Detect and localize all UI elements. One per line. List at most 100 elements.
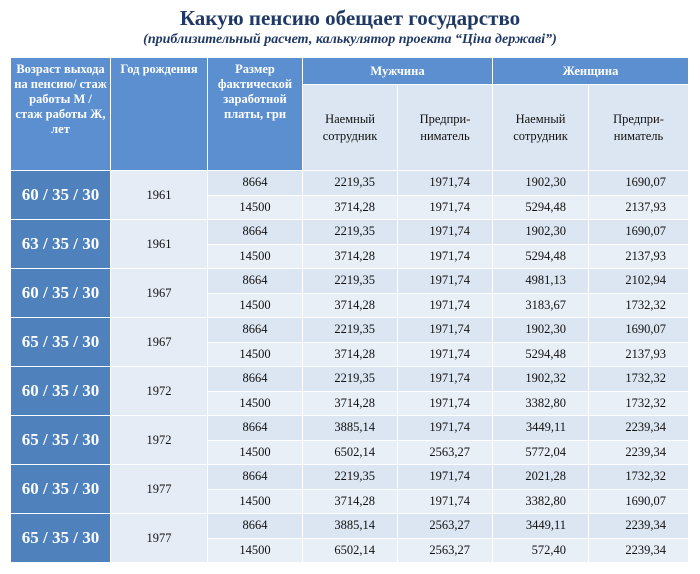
table-row: 65 / 35 / 30 1967 8664 2219,35 1971,74 1902,3… [10, 317, 689, 367]
table-row: 14500 3714,28 1971,74 5294,48 2137,93 [11, 243, 689, 269]
salary-cell: 8664 [207, 170, 303, 196]
value-cell: 1732,32 [588, 366, 689, 392]
value-cell: 2219,35 [302, 464, 398, 490]
salary-cell: 14500 [207, 439, 303, 465]
value-cell: 3714,28 [302, 341, 398, 367]
year-cell: 1967 [110, 268, 208, 318]
age-cell: 60 / 35 / 30 [10, 170, 111, 220]
age-cell: 60 / 35 / 30 [10, 268, 111, 318]
salary-cell: 14500 [207, 390, 303, 416]
salary-cell: 8664 [207, 366, 303, 392]
value-cell: 5772,04 [492, 439, 589, 465]
value-cell: 2239,34 [588, 513, 689, 539]
value-cell: 1732,32 [588, 292, 689, 318]
value-cell: 2137,93 [588, 243, 689, 269]
value-cell: 2563,27 [397, 513, 493, 539]
value-cell: 2239,34 [588, 439, 689, 465]
value-cell: 3714,28 [302, 488, 398, 514]
value-cell: 1732,32 [588, 464, 689, 490]
value-cell: 2219,35 [302, 170, 398, 196]
column-header: Год рождения [110, 57, 208, 171]
value-cell: 2219,35 [302, 317, 398, 343]
value-cell: 1971,74 [397, 292, 493, 318]
value-cell: 2239,34 [588, 415, 689, 441]
year-cell: 1972 [110, 366, 208, 416]
value-cell: 5294,48 [492, 341, 589, 367]
table-row: 14500 3714,28 1971,74 3382,80 1732,32 [11, 390, 689, 416]
value-cell: 1971,74 [397, 219, 493, 245]
value-cell: 3449,11 [492, 415, 589, 441]
salary-cell: 14500 [207, 243, 303, 269]
age-cell: 60 / 35 / 30 [10, 366, 111, 416]
salary-cell: 14500 [207, 341, 303, 367]
value-cell: 3714,28 [302, 194, 398, 220]
age-cell: 63 / 35 / 30 [10, 219, 111, 269]
salary-cell: 8664 [207, 219, 303, 245]
table-row: 14500 3714,28 1971,74 5294,48 2137,93 [11, 341, 689, 367]
table-row: 14500 6502,14 2563,27 5772,04 2239,34 [11, 439, 689, 465]
value-cell: 2219,35 [302, 366, 398, 392]
value-cell: 2137,93 [588, 194, 689, 220]
salary-cell: 14500 [207, 292, 303, 318]
value-cell: 1902,32 [492, 366, 589, 392]
value-cell: 3885,14 [302, 415, 398, 441]
salary-cell: 14500 [207, 194, 303, 220]
value-cell: 1732,32 [588, 390, 689, 416]
salary-cell: 8664 [207, 268, 303, 294]
value-cell: 5294,48 [492, 194, 589, 220]
table-row: 60 / 35 / 30 1972 8664 2219,35 1971,74 1902,3… [10, 366, 689, 416]
table-row: 14500 3714,28 1971,74 3382,80 1690,07 [11, 488, 689, 514]
value-cell: 2219,35 [302, 219, 398, 245]
salary-cell: 8664 [207, 513, 303, 539]
title: Какую пенсию обещает государство [179, 6, 521, 30]
value-cell: 1690,07 [588, 170, 689, 196]
value-cell: 3183,67 [492, 292, 589, 318]
age-cell: 65 / 35 / 30 [10, 513, 111, 563]
table-row: 60 / 35 / 30 1977 8664 2219,35 1971,74 2021,2… [10, 464, 689, 514]
column-header: Размер фактической заработной платы, грн [207, 57, 303, 171]
value-cell: 3714,28 [302, 292, 398, 318]
table-row: 60 / 35 / 30 1967 8664 2219,35 1971,74 4981,1… [10, 268, 689, 318]
value-cell: 3449,11 [492, 513, 589, 539]
column-header: Женщина [492, 57, 689, 85]
value-cell: 3885,14 [302, 513, 398, 539]
salary-cell: 14500 [207, 537, 303, 563]
table-row: 65 / 35 / 30 1972 8664 3885,14 1971,74 3449,1… [10, 415, 689, 465]
column-header: Предпри-ниматель [397, 84, 493, 171]
column-header: Наемный сотрудник [492, 84, 589, 171]
value-cell: 1690,07 [588, 488, 689, 514]
value-cell: 2239,34 [588, 537, 689, 563]
year-cell: 1977 [110, 464, 208, 514]
year-cell: 1961 [110, 219, 208, 269]
value-cell: 1971,74 [397, 488, 493, 514]
value-cell: 1902,30 [492, 170, 589, 196]
value-cell: 3382,80 [492, 390, 589, 416]
table-body: 60 / 35 / 30 1961 8664 2219,35 1971,74 1902,3… [10, 170, 689, 563]
value-cell: 2563,27 [397, 537, 493, 563]
table-row: 60 / 35 / 30 1961 8664 2219,35 1971,74 1902,3… [10, 170, 689, 220]
column-header: Возраст выхода на пенсию/ стаж работы М … [10, 57, 111, 171]
value-cell: 1971,74 [397, 341, 493, 367]
salary-cell: 8664 [207, 415, 303, 441]
age-cell: 65 / 35 / 30 [10, 317, 111, 367]
value-cell: 5294,48 [492, 243, 589, 269]
value-cell: 1902,30 [492, 317, 589, 343]
value-cell: 2563,27 [397, 439, 493, 465]
table-row: 14500 3714,28 1971,74 5294,48 2137,93 [11, 194, 689, 220]
value-cell: 1971,74 [397, 366, 493, 392]
value-cell: 6502,14 [302, 537, 398, 563]
value-cell: 1690,07 [588, 317, 689, 343]
salary-cell: 8664 [207, 317, 303, 343]
value-cell: 1971,74 [397, 415, 493, 441]
value-cell: 2021,28 [492, 464, 589, 490]
table-row: 65 / 35 / 30 1977 8664 3885,14 2563,27 3449,1… [10, 513, 689, 563]
value-cell: 1971,74 [397, 170, 493, 196]
subtitle: (приблизительный расчет, калькулятор про… [143, 32, 557, 47]
value-cell: 2102,94 [588, 268, 689, 294]
value-cell: 2137,93 [588, 341, 689, 367]
year-cell: 1972 [110, 415, 208, 465]
value-cell: 572,40 [492, 537, 589, 563]
salary-cell: 8664 [207, 464, 303, 490]
value-cell: 6502,14 [302, 439, 398, 465]
